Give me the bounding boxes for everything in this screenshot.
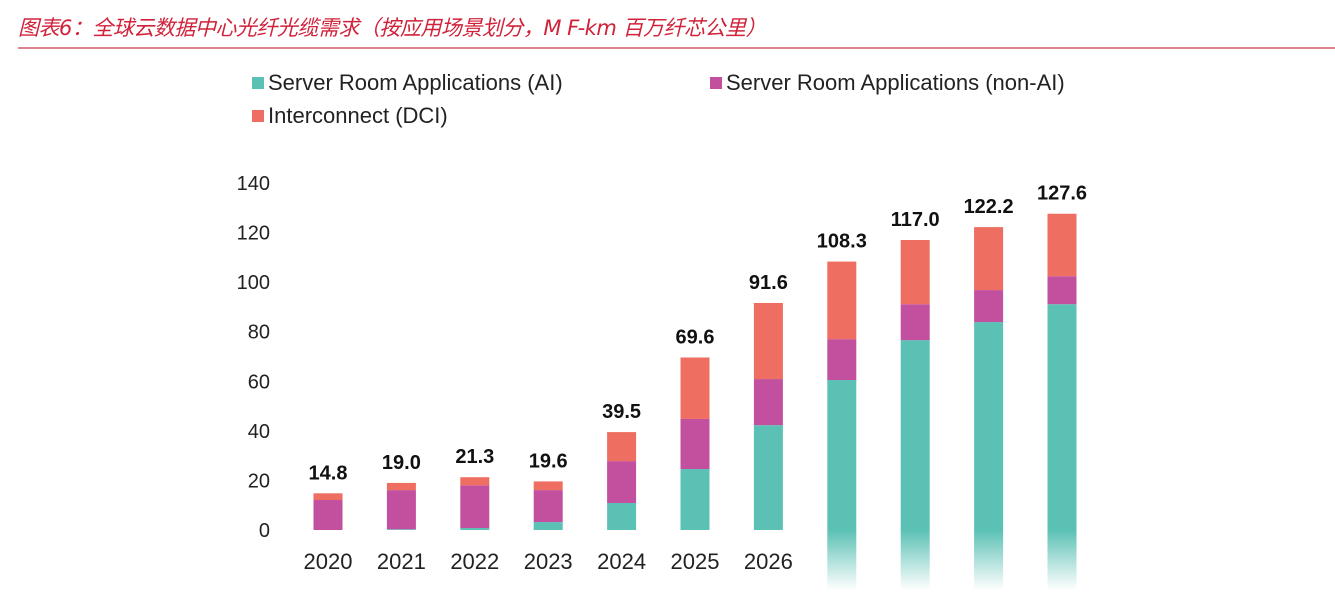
bar-segment-dci xyxy=(753,302,783,380)
bar-segment-non-ai xyxy=(460,485,490,529)
bar-segment-ai xyxy=(900,340,930,530)
x-axis: 2020 2021 2022 2023 2024 2025 2026 xyxy=(304,549,793,574)
y-tick-label: 140 xyxy=(237,173,270,195)
legend-label-ai: Server Room Applications (AI) xyxy=(268,70,563,95)
legend-item-non-ai: Server Room Applications (non-AI) xyxy=(710,70,1065,96)
bar-segment-non-ai xyxy=(607,461,637,503)
title-divider xyxy=(18,47,1335,49)
bar-segment-dci xyxy=(460,477,490,486)
bar-segment-ai xyxy=(607,502,637,530)
chart-title: 图表6：全球云数据中心光纤光缆需求（按应用场景划分，M F-km 百万纤芯公里） xyxy=(18,16,766,40)
x-tick-label: 2022 xyxy=(450,549,499,574)
x-tick-label: 2020 xyxy=(304,549,353,574)
legend-swatch-ai xyxy=(252,77,264,89)
bar-segment-ai xyxy=(386,529,416,530)
x-tick-label: 2024 xyxy=(597,549,646,574)
bar-segment-non-ai xyxy=(680,418,710,470)
total-data-label: 69.6 xyxy=(676,326,715,348)
bar-segment-dci xyxy=(607,432,637,462)
y-tick-label: 60 xyxy=(248,371,270,393)
bar-segment-non-ai xyxy=(386,490,416,530)
bar-segment-dci xyxy=(974,227,1004,291)
bar-segment-ai xyxy=(460,528,490,530)
total-data-label: 19.6 xyxy=(529,450,568,472)
total-data-label: 19.0 xyxy=(382,452,421,474)
bar-segment-dci xyxy=(386,482,416,491)
bar-segment-ai xyxy=(533,522,563,530)
bottom-fade-overlay xyxy=(823,530,1081,590)
y-tick-label: 40 xyxy=(248,421,270,443)
legend-item-ai: Server Room Applications (AI) xyxy=(252,70,563,96)
bar-segment-non-ai xyxy=(974,290,1004,323)
total-data-label: 14.8 xyxy=(309,462,348,484)
bar-segment-ai xyxy=(1047,304,1077,530)
y-tick-label: 0 xyxy=(259,520,270,542)
bar-segment-dci xyxy=(827,261,857,340)
bar-segment-non-ai xyxy=(533,490,563,523)
bar-segment-non-ai xyxy=(827,339,857,381)
bar-segment-ai xyxy=(827,380,857,530)
bar-segment-ai xyxy=(680,469,710,530)
legend-swatch-dci xyxy=(252,110,264,122)
legend-item-dci: Interconnect (DCI) xyxy=(252,103,448,129)
legend-label-dci: Interconnect (DCI) xyxy=(268,103,448,128)
y-tick-label: 80 xyxy=(248,322,270,344)
bar-segment-dci xyxy=(900,240,930,305)
bar-segment-ai xyxy=(753,425,783,530)
x-tick-label: 2021 xyxy=(377,549,426,574)
x-tick-label: 2026 xyxy=(744,549,793,574)
bar-segment-dci xyxy=(1047,213,1077,277)
total-data-label: 39.5 xyxy=(602,401,641,423)
y-tick-label: 100 xyxy=(237,272,270,294)
y-tick-label: 120 xyxy=(237,223,270,245)
total-data-label: 117.0 xyxy=(891,209,940,231)
bar-segment-non-ai xyxy=(900,304,930,341)
total-data-label: 91.6 xyxy=(749,272,788,294)
y-axis: 0 20 40 60 80 100 120 140 xyxy=(237,173,270,542)
legend-swatch-non-ai xyxy=(710,77,722,89)
total-data-label: 21.3 xyxy=(455,446,494,468)
y-tick-label: 20 xyxy=(248,470,270,492)
x-tick-label: 2023 xyxy=(524,549,573,574)
bar-segment-dci xyxy=(680,357,710,419)
total-data-label: 122.2 xyxy=(964,196,1014,218)
data-labels: 14.8 19.0 21.3 19.6 39.5 69.6 91.6 108.3 117.0 12… xyxy=(309,183,1088,485)
x-tick-label: 2025 xyxy=(671,549,720,574)
legend-label-non-ai: Server Room Applications (non-AI) xyxy=(726,70,1065,95)
bar-segment-non-ai xyxy=(1047,276,1077,305)
total-data-label: 127.6 xyxy=(1037,183,1087,205)
total-data-label: 108.3 xyxy=(817,231,867,253)
bar-segment-dci xyxy=(313,493,343,501)
bar-segment-non-ai xyxy=(313,500,343,530)
bar-segment-non-ai xyxy=(753,379,783,426)
bar-segment-ai xyxy=(974,322,1004,530)
bar-segment-dci xyxy=(533,481,563,491)
